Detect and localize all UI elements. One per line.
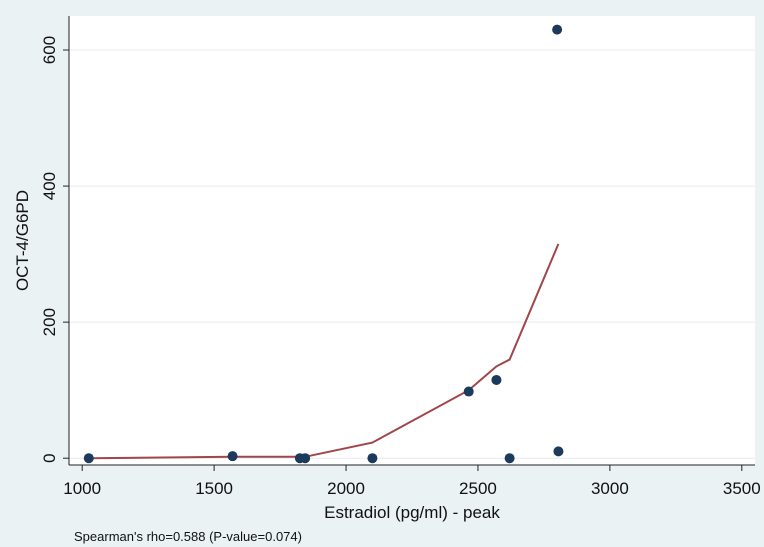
data-point-8 — [552, 24, 563, 35]
x-axis-title: Estradiol (pg/ml) - peak — [324, 503, 500, 522]
y-tick-label-400: 400 — [40, 172, 59, 200]
fit-line-group — [88, 243, 560, 460]
grid-lines — [69, 49, 755, 459]
axes — [68, 16, 755, 466]
data-point-7 — [504, 453, 515, 464]
x-tick-label-3000: 3000 — [591, 479, 629, 498]
x-tick-label-2000: 2000 — [327, 479, 365, 498]
x-tick-label-1000: 1000 — [63, 479, 101, 498]
plot-area — [69, 16, 755, 465]
data-point-9 — [553, 446, 564, 457]
data-points — [83, 24, 564, 464]
fit-line — [88, 243, 560, 460]
data-point-3 — [300, 453, 311, 464]
tick-labels: 0 200 400 600 1000 1500 2000 2500 3000 3500 — [40, 36, 761, 498]
y-axis-title: OCT-4/G6PD — [13, 190, 32, 291]
spearman-note: Spearman's rho=0.588 (P-value=0.074) — [74, 529, 302, 544]
x-tick-label-2500: 2500 — [459, 479, 497, 498]
data-point-4 — [367, 453, 378, 464]
y-tick-label-600: 600 — [40, 36, 59, 64]
y-tick-label-0: 0 — [40, 453, 59, 462]
x-tick-label-1500: 1500 — [195, 479, 233, 498]
data-point-6 — [491, 374, 502, 385]
data-point-1 — [227, 451, 238, 462]
y-tick-label-200: 200 — [40, 308, 59, 336]
data-point-0 — [83, 453, 94, 464]
x-tick-label-3500: 3500 — [723, 479, 761, 498]
tick-marks — [63, 49, 743, 471]
data-point-5 — [463, 386, 474, 397]
